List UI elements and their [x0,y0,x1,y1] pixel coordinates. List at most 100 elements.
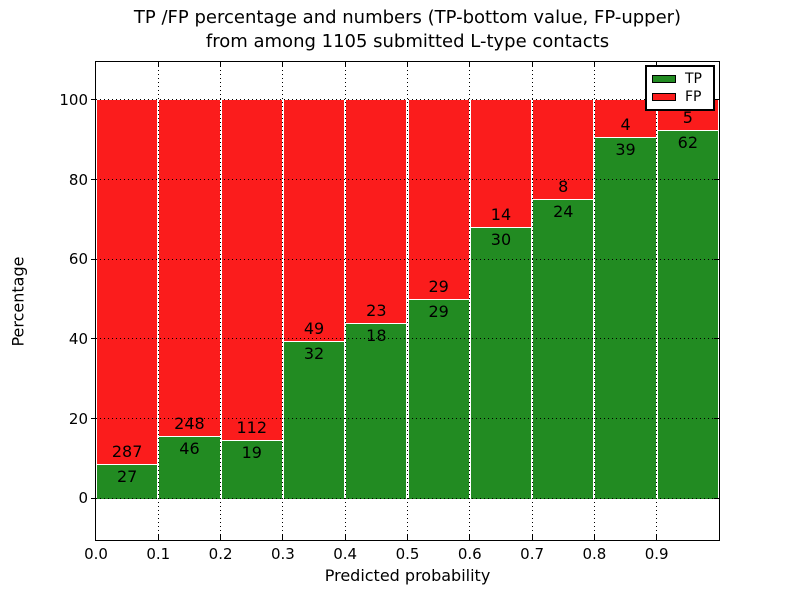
x-axis-label: Predicted probability [324,566,491,585]
fp-bar-segment [533,99,594,200]
x-tick-label: 0.7 [520,545,545,563]
fp-count-label: 248 [174,413,205,433]
x-tick-mark [469,62,471,67]
tp-count-label: 32 [303,343,325,363]
x-tick-mark [593,535,595,540]
x-tick-label: 0.8 [582,545,607,563]
y-tick-mark [91,338,96,340]
y-tick-mark [91,99,96,101]
tp-count-label: 19 [241,443,262,463]
chart-title-line2: from among 1105 submitted L-type contact… [205,31,610,52]
tp-count-label: 18 [366,326,387,346]
vertical-gridline [220,62,222,540]
y-tick-label: 0 [78,489,88,508]
tp-bar-segment [408,299,469,500]
x-tick-mark [593,62,595,67]
tp-count-label: 24 [553,202,574,222]
horizontal-gridline [96,497,719,499]
tp-bar-segment [533,199,594,500]
x-tick-mark [531,535,533,540]
legend: TP FP [645,65,715,111]
x-tick-label: 0.2 [208,545,233,563]
fp-bar-segment [283,99,345,341]
horizontal-gridline [96,418,719,419]
fp-count-label: 23 [366,301,387,321]
x-tick-label: 0.4 [333,545,358,563]
horizontal-gridline [96,338,719,340]
fp-bar-segment [97,99,158,464]
x-tick-label: 0.1 [146,545,171,563]
fp-count-label: 29 [428,277,449,296]
fp-count-label: 8 [558,177,569,197]
x-tick-label: 0.5 [395,545,420,563]
x-tick-mark [407,535,408,540]
y-tick-mark [91,258,96,260]
y-tick-mark [714,99,719,101]
fp-bar-segment [408,99,469,299]
fp-swatch-icon [652,93,676,101]
y-tick-label: 20 [68,409,88,428]
y-tick-mark [714,179,719,180]
vertical-gridline [344,62,346,540]
x-tick-label: 0.6 [457,545,482,563]
fp-count-label: 49 [303,318,325,338]
horizontal-gridline [96,258,719,260]
y-tick-mark [91,179,96,180]
y-tick-mark [714,418,719,419]
x-tick-mark [344,535,346,540]
legend-label: FP [685,89,702,105]
x-tick-label: 0.0 [84,545,108,563]
tp-count-label: 62 [677,132,699,152]
y-tick-label: 80 [68,170,88,189]
tp-bar-segment [283,340,345,500]
y-axis-label: Percentage [8,256,28,347]
x-tick-label: 0.3 [270,545,295,563]
y-tick-label: 60 [68,250,88,269]
tp-count-label: 46 [179,438,200,458]
fp-bar-segment [470,99,532,227]
x-tick-mark [656,62,658,67]
y-tick-mark [91,418,96,419]
y-tick-label: 100 [59,90,88,109]
x-tick-mark [531,62,533,67]
fp-count-label: 4 [620,114,631,134]
tp-bar-segment [221,440,282,500]
fp-bar-segment [159,99,220,436]
x-tick-mark [407,62,408,67]
fp-count-label: 14 [490,204,512,224]
x-tick-mark [220,62,222,67]
vertical-gridline [157,62,159,540]
tp-count-label: 27 [116,466,138,486]
tp-count-label: 39 [615,139,636,159]
tp-count-label: 29 [428,302,449,321]
y-tick-mark [714,338,719,340]
fp-count-label: 112 [236,418,268,438]
fp-bar-segment [221,99,282,441]
horizontal-gridline [96,99,719,101]
fp-bar-segment [346,99,407,324]
vertical-gridline [469,62,471,540]
legend-entry-tp: TP [652,71,708,87]
vertical-gridline [656,62,658,540]
tp-bar-segment [346,323,407,500]
vertical-gridline [593,62,595,540]
vertical-gridline [407,62,408,540]
x-tick-mark [656,535,658,540]
x-tick-mark [157,62,159,67]
plot-area: 287 27 248 46 112 19 49 32 23 18 29 29 14 30 8 24 4 39 5 62 [91,61,720,541]
horizontal-gridline [96,179,719,180]
x-tick-mark [282,62,284,67]
tp-swatch-icon [652,75,676,83]
y-tick-label: 40 [68,329,88,348]
tp-bar-segment [97,463,158,500]
x-tick-mark [344,62,346,67]
y-tick-mark [714,497,719,499]
chart-title-line1: TP /FP percentage and numbers (TP-bottom… [133,7,682,28]
x-tick-mark [282,535,284,540]
x-tick-label: 0.9 [644,545,669,563]
tp-bar-segment [470,226,532,500]
x-tick-mark [157,535,159,540]
tp-bar-segment [657,129,718,500]
legend-entry-fp: FP [652,89,708,105]
y-tick-mark [714,258,719,260]
